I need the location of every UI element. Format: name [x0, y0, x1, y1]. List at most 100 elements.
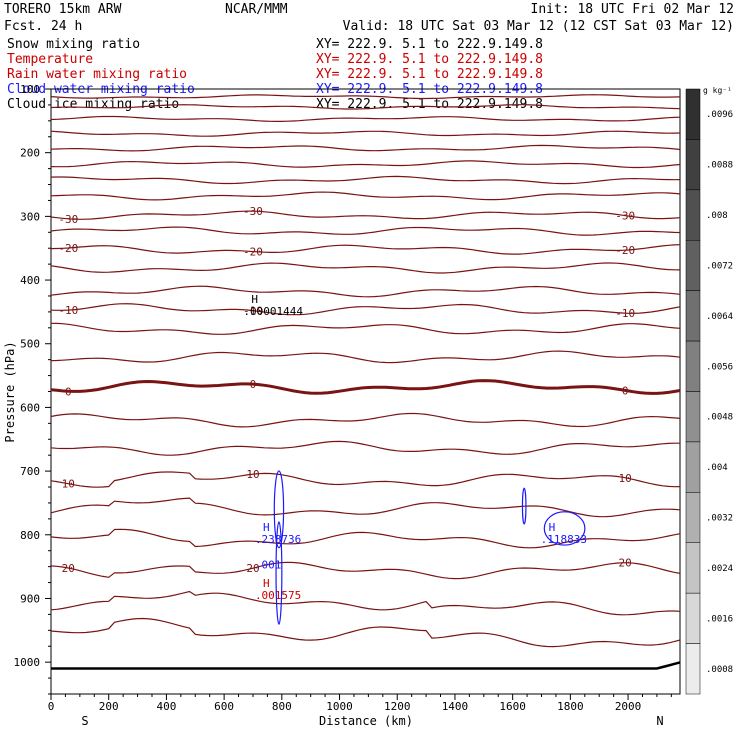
y-tick-label: 400: [20, 274, 40, 287]
isotherm-label: 10: [619, 472, 632, 485]
isotherm-label: -30: [243, 205, 263, 218]
snow-colorbar: .0096 .0088 .008 .0072 .0064 .0056 .0048 .004 .0…: [685, 88, 733, 695]
maximum-marker: H: [263, 577, 270, 590]
x-axis-title: Distance (km): [319, 714, 413, 728]
model-title: TORERO 15km ARW: [4, 2, 122, 17]
isotherm-label: -30: [615, 210, 635, 223]
colorbar-swatch: [685, 492, 701, 544]
colorbar-label: .0008: [706, 665, 733, 675]
colorbar-label: .0024: [706, 564, 733, 574]
isotherm-line: [50, 191, 681, 201]
y-tick-label: 800: [20, 529, 40, 542]
north-end-label: N: [656, 714, 663, 728]
y-tick-label: 600: [20, 401, 40, 414]
field-label-snow: Snow mixing ratio: [7, 37, 140, 52]
y-tick-label: 1000: [14, 656, 41, 669]
colorbar-unit: g kg⁻¹: [703, 86, 732, 95]
colorbar-label: .0032: [706, 514, 733, 524]
y-tick-label: 900: [20, 592, 40, 605]
y-tick-label: 100: [20, 83, 40, 96]
x-tick-label: 600: [214, 700, 234, 713]
y-axis: 1000 900 800 700 600 500 400 300 200 100: [14, 83, 51, 695]
isotherm-line: [50, 471, 681, 488]
field-label-temperature: Temperature: [7, 52, 93, 67]
colorbar-label: .0096: [706, 110, 733, 120]
isotherm-line: [50, 104, 681, 110]
isotherm-line: [50, 175, 681, 185]
isotherm-label: 0: [65, 385, 72, 398]
cloud-water-contour: [521, 487, 527, 525]
isotherm-line: [50, 262, 681, 274]
colorbar-swatch: [685, 340, 701, 392]
colorbar-swatch: [685, 240, 701, 291]
field-label-rain: Rain water mixing ratio: [7, 67, 187, 82]
y-tick-label: 500: [20, 338, 40, 351]
isotherm-label: 10: [62, 478, 75, 491]
colorbar-label: .0016: [706, 614, 733, 624]
terrain-line: [51, 661, 681, 670]
plot-area: [50, 88, 681, 695]
field-xy-rain: XY= 222.9. 5.1 to 222.9.149.8: [316, 67, 543, 82]
x-axis: 0 200 400 600 800 1000 1200 1400 1600 1800 2000: [48, 694, 672, 713]
isotherm-line: [50, 303, 681, 316]
colorbar-label: .0056: [706, 362, 733, 372]
maximum-marker: H: [549, 521, 556, 534]
isotherm-label: -30: [58, 213, 78, 226]
isotherm-label: -20: [58, 242, 78, 255]
field-label-cloud-ice: Cloud ice mixing ratio: [7, 97, 179, 112]
isotherm-line: [50, 561, 681, 580]
colorbar-label: .0064: [706, 312, 733, 322]
isotherm-line: [50, 115, 681, 122]
y-tick-label: 300: [20, 210, 40, 223]
x-tick-label: 800: [272, 700, 292, 713]
colorbar-label: .0088: [706, 161, 733, 171]
isotherm-label: -10: [615, 307, 635, 320]
isotherm-line: [50, 412, 681, 428]
x-tick-label: 1800: [557, 700, 584, 713]
terrain-surface: [51, 661, 681, 670]
x-tick-label: 1000: [326, 700, 353, 713]
forecast-hour: Fcst. 24 h: [4, 19, 82, 34]
isotherm-label: 10: [246, 468, 259, 481]
isotherm-line: [50, 130, 681, 137]
colorbar-swatch: [685, 542, 701, 594]
field-xy-snow: XY= 222.9. 5.1 to 222.9.149.8: [316, 37, 543, 52]
colorbar-swatch: [685, 391, 701, 443]
isotherm-line: [50, 94, 681, 100]
colorbar-label: .0048: [706, 413, 733, 423]
colorbar-label: .004: [706, 463, 728, 473]
colorbar-swatch: [685, 643, 701, 695]
x-tick-label: 2000: [615, 700, 642, 713]
temperature-isotherms: -30 -30 -30 -20 -20 -20 -10 -10 -10 0 0 0 10 10 10 20 20…: [50, 94, 681, 648]
maximum-value: .001: [255, 559, 282, 572]
isotherm-line: [50, 160, 681, 169]
isotherm-line: [50, 379, 681, 395]
colorbar-swatch: [685, 139, 701, 191]
isotherm-line: [50, 285, 681, 298]
maximum-marker: H: [251, 293, 258, 306]
isotherm-line: [50, 350, 681, 364]
colorbar-swatch: [685, 88, 701, 140]
isotherm-line: [50, 590, 681, 616]
isotherm-label: -20: [243, 246, 263, 259]
maximum-value: .118833: [541, 533, 587, 546]
isotherm-label: 20: [62, 562, 75, 575]
x-tick-label: 1600: [499, 700, 526, 713]
y-tick-label: 200: [20, 147, 40, 160]
colorbar-swatch: [685, 441, 701, 493]
y-tick-label: 700: [20, 465, 40, 478]
isotherm-line: [50, 497, 681, 518]
y-axis-title: Pressure (hPa): [3, 341, 17, 442]
isotherm-label: 20: [246, 562, 259, 575]
isotherm-label: 20: [619, 557, 632, 570]
init-time: Init: 18 UTC Fri 02 Mar 12: [531, 2, 735, 17]
field-xy-temperature: XY= 222.9. 5.1 to 222.9.149.8: [316, 52, 543, 67]
x-tick-label: 1400: [442, 700, 469, 713]
isotherm-label: -20: [615, 244, 635, 257]
isotherm-label: 0: [250, 378, 257, 391]
colorbar-swatch: [685, 189, 701, 241]
isotherm-label: 0: [622, 384, 629, 397]
isotherm-line: [50, 144, 681, 152]
